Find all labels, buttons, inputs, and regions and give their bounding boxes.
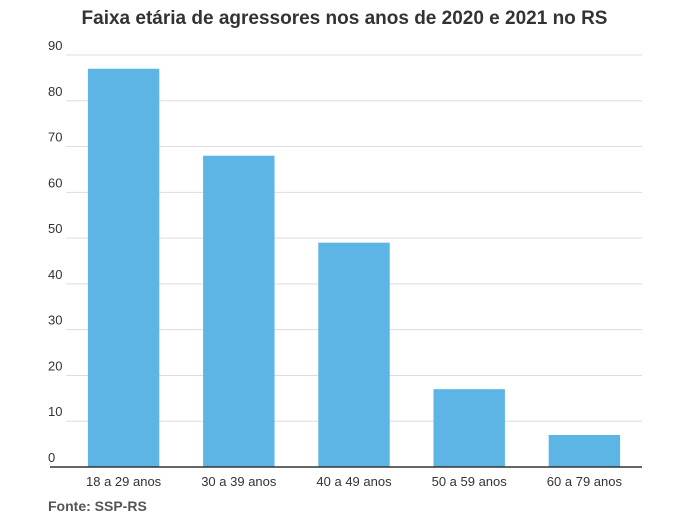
- bar: [87, 68, 160, 467]
- bars: [87, 68, 621, 467]
- y-tick-label: 30: [48, 313, 62, 328]
- x-tick-label: 60 a 79 anos: [547, 474, 623, 489]
- y-tick-label: 20: [48, 358, 62, 373]
- bar: [548, 434, 621, 467]
- bar: [318, 242, 390, 467]
- y-tick-label: 50: [48, 221, 62, 236]
- x-tick-label: 18 a 29 anos: [86, 474, 162, 489]
- y-tick-label: 90: [48, 38, 62, 53]
- y-axis-ticks: 0 10 20 30 40 50 60 70 80 90: [48, 38, 62, 465]
- x-tick-label: 30 a 39 anos: [201, 474, 277, 489]
- y-tick-label: 10: [48, 404, 62, 419]
- source-note: Fonte: SSP-RS: [48, 498, 147, 514]
- x-tick-label: 40 a 49 anos: [316, 474, 392, 489]
- bar: [433, 389, 505, 467]
- chart-title: Faixa etária de agressores nos anos de 2…: [81, 8, 608, 29]
- x-axis-ticks: 18 a 29 anos 30 a 39 anos 40 a 49 anos 50 a…: [86, 474, 622, 489]
- bar: [203, 155, 275, 467]
- y-tick-label: 40: [48, 267, 62, 282]
- y-tick-label: 70: [48, 130, 62, 145]
- y-tick-label: 0: [48, 450, 55, 465]
- y-tick-label: 80: [48, 84, 62, 99]
- y-tick-label: 60: [48, 175, 62, 190]
- x-tick-label: 50 a 59 anos: [432, 474, 508, 489]
